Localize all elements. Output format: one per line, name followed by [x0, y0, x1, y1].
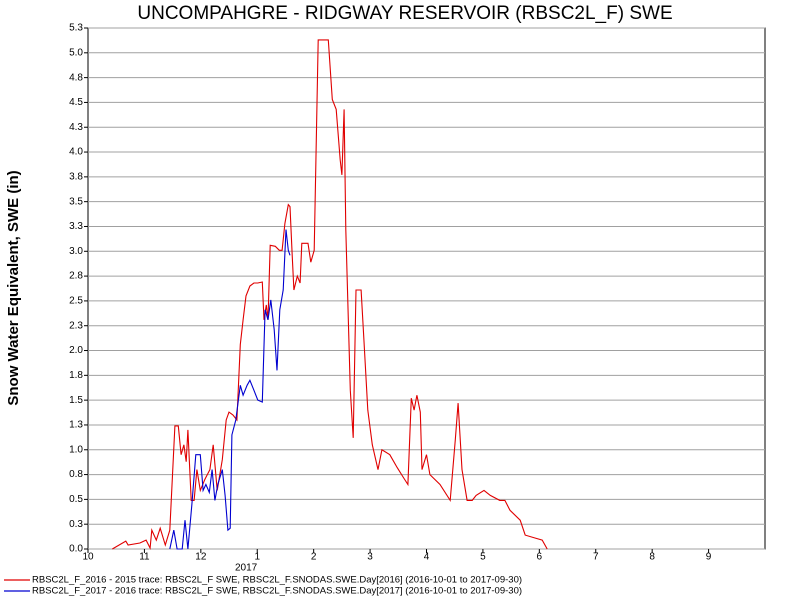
- y-tick-label: 1.5: [69, 395, 83, 406]
- y-tick-label: 4.3: [69, 122, 83, 133]
- y-tick-label: 1.0: [69, 444, 83, 455]
- x-tick-label: 5: [480, 552, 486, 563]
- series-line: [112, 39, 548, 550]
- x-tick-label: 3: [367, 552, 373, 563]
- y-tick-label: 1.3: [69, 420, 83, 431]
- x-tick-label: 6: [537, 552, 543, 563]
- y-tick-label: 3.3: [69, 221, 83, 232]
- x-tick-label: 7: [593, 552, 599, 563]
- legend-label: RBSC2L_F_2016 - 2015 trace: RBSC2L_F SWE…: [32, 575, 522, 586]
- y-tick-label: 0.3: [69, 519, 83, 530]
- x-tick-label: 11: [139, 552, 150, 563]
- x-tick-label: 10: [82, 552, 94, 563]
- y-tick-label: 5.0: [69, 47, 83, 58]
- x-tick-label: 1: [254, 552, 260, 563]
- y-tick-label: 2.0: [69, 345, 83, 356]
- y-tick-label: 3.5: [69, 196, 83, 207]
- y-tick-label: 0.8: [69, 469, 83, 480]
- y-tick-label: 0.0: [69, 544, 83, 555]
- chart-title: UNCOMPAHGRE - RIDGWAY RESERVOIR (RBSC2L_…: [137, 3, 672, 24]
- y-tick-label: 2.5: [69, 296, 83, 307]
- y-tick-label: 2.8: [69, 271, 83, 282]
- y-tick-label: 0.5: [69, 494, 83, 505]
- annotation: 2017: [235, 563, 258, 574]
- x-tick-label: 8: [649, 552, 655, 563]
- x-tick-label: 4: [424, 552, 430, 563]
- x-tick-label: 9: [706, 552, 712, 563]
- y-tick-label: 4.5: [69, 97, 83, 108]
- y-tick-label: 4.0: [69, 147, 83, 158]
- x-tick-label: 12: [195, 552, 207, 563]
- y-tick-label: 3.8: [69, 171, 83, 182]
- x-tick-label: 2: [311, 552, 317, 563]
- y-tick-label: 2.3: [69, 320, 83, 331]
- legend-label: RBSC2L_F_2017 - 2016 trace: RBSC2L_F SWE…: [32, 586, 522, 597]
- y-tick-label: 3.0: [69, 246, 83, 257]
- y-axis-label: Snow Water Equivalent, SWE (in): [5, 170, 22, 405]
- y-tick-label: 4.8: [69, 72, 83, 83]
- series-line: [169, 229, 291, 550]
- y-tick-label: 1.8: [69, 370, 83, 381]
- y-tick-label: 5.3: [69, 23, 83, 34]
